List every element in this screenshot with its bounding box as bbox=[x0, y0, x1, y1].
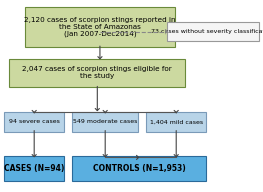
FancyBboxPatch shape bbox=[4, 112, 64, 132]
FancyBboxPatch shape bbox=[4, 156, 64, 181]
FancyBboxPatch shape bbox=[146, 112, 206, 132]
Text: 73 cases without severity classification: 73 cases without severity classification bbox=[151, 29, 263, 34]
Text: CONTROLS (N=1,953): CONTROLS (N=1,953) bbox=[93, 165, 186, 173]
Text: 2,120 cases of scorpion stings reported in
the State of Amazonas
(Jan 2007-Dec20: 2,120 cases of scorpion stings reported … bbox=[24, 17, 176, 37]
Text: 2,047 cases of scorpion stings eligible for
the study: 2,047 cases of scorpion stings eligible … bbox=[22, 66, 172, 79]
FancyBboxPatch shape bbox=[167, 22, 259, 41]
FancyBboxPatch shape bbox=[72, 112, 138, 132]
FancyBboxPatch shape bbox=[72, 156, 206, 181]
Text: 1,404 mild cases: 1,404 mild cases bbox=[150, 119, 203, 124]
Text: CASES (N=94): CASES (N=94) bbox=[4, 165, 64, 173]
FancyBboxPatch shape bbox=[25, 7, 175, 47]
FancyBboxPatch shape bbox=[9, 59, 185, 87]
Text: 94 severe cases: 94 severe cases bbox=[9, 119, 60, 124]
Text: 549 moderate cases: 549 moderate cases bbox=[73, 119, 137, 124]
